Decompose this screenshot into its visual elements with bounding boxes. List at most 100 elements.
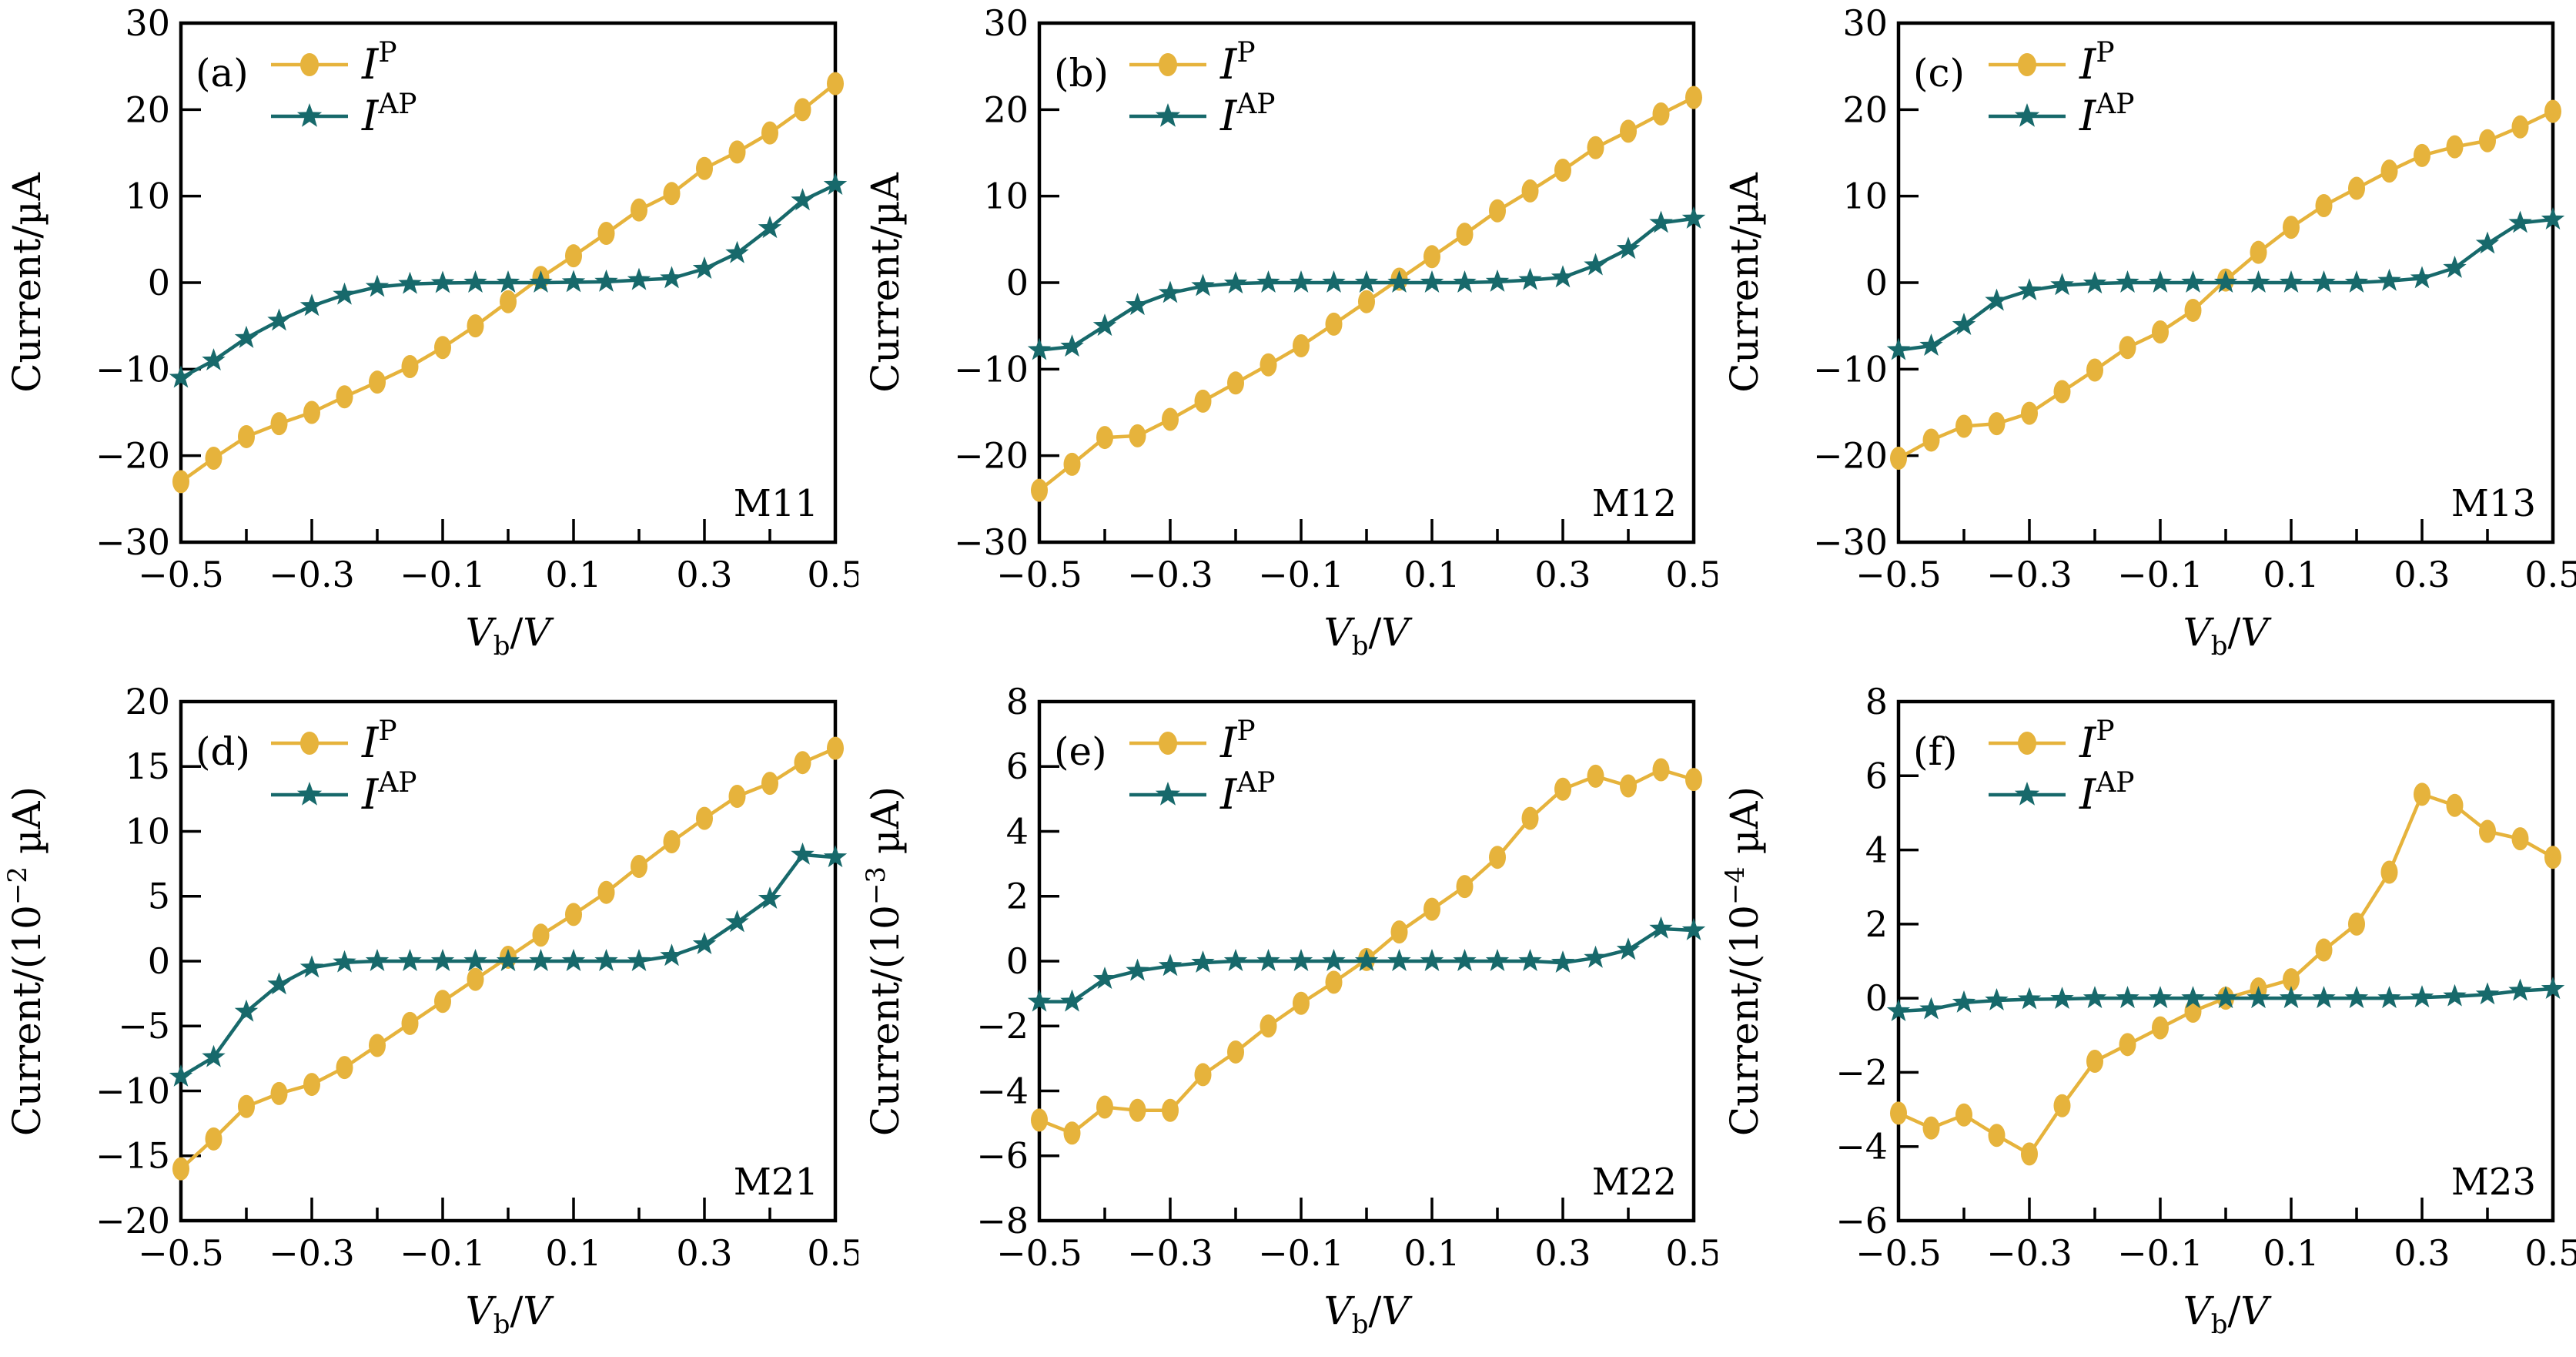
x-tick-label: 0.3 xyxy=(676,554,732,595)
chart-M11: −0.5 −0.3 −0.1 0.1 0.3 0.5 −30 −20 −10 0 10 20 30 Cur… xyxy=(5,2,858,662)
y-axis-label: Current/(10−3 µA) xyxy=(861,786,908,1136)
legend-star-marker-icon xyxy=(296,782,323,806)
y-tick-label: −20 xyxy=(95,435,170,477)
x-tick-label: −0.5 xyxy=(1855,1232,1942,1274)
y-tick-label: −10 xyxy=(95,348,170,390)
x-tick-label: 0.3 xyxy=(1535,554,1591,595)
y-tick-label: −20 xyxy=(95,1200,170,1241)
y-tick-label: 0 xyxy=(148,262,170,303)
y-tick-label: 8 xyxy=(1865,681,1887,722)
y-tick-label: −15 xyxy=(95,1135,170,1177)
y-tick-label: 30 xyxy=(984,2,1029,44)
panel-f-m23: −0.5 −0.3 −0.1 0.1 0.3 0.5 −6 −4 −2 0 2 4 6 8 Current/… xyxy=(1718,678,2576,1357)
panel-tag: (c) xyxy=(1913,51,1965,95)
y-tick-label: −10 xyxy=(954,348,1029,390)
y-tick-label: −2 xyxy=(977,1005,1029,1047)
y-tick-label: 0 xyxy=(1006,262,1029,303)
x-tick-label: −0.3 xyxy=(269,1232,355,1274)
y-axis-ticks: −30 −20 −10 0 10 20 30 xyxy=(954,2,1060,563)
series-ip-markers xyxy=(1889,99,2561,471)
device-label: M13 xyxy=(2451,482,2535,525)
x-tick-label: −0.5 xyxy=(996,554,1082,595)
legend-circle-marker-icon xyxy=(1159,53,1178,77)
legend-iap-label: IAP xyxy=(361,89,417,140)
device-label: M22 xyxy=(1592,1161,1677,1204)
x-tick-label: 0.1 xyxy=(545,554,601,595)
y-axis-label: Current/µA xyxy=(5,172,49,392)
series-iap-markers xyxy=(1028,916,1706,1012)
x-axis-label: Vb/V xyxy=(466,610,555,662)
legend-iap-label: IAP xyxy=(361,767,417,819)
device-label: M11 xyxy=(734,482,818,525)
x-axis-label: Vb/V xyxy=(2183,610,2272,662)
panel-a-m11: −0.5 −0.3 −0.1 0.1 0.3 0.5 −30 −20 −10 0 10 20 30 Cur… xyxy=(0,0,858,678)
y-tick-label: −10 xyxy=(95,1070,170,1111)
y-axis-label: Current/(10−2 µA) xyxy=(2,786,49,1136)
legend-circle-marker-icon xyxy=(299,732,319,756)
panel-d-m21: −0.5 −0.3 −0.1 0.1 0.3 0.5 −20 −15 −10 −5 0 5 10 15 20… xyxy=(0,678,858,1357)
chart-M13: −0.5 −0.3 −0.1 0.1 0.3 0.5 −30 −20 −10 0 10 20 30 Cur… xyxy=(1722,2,2576,662)
chart-M22: −0.5 −0.3 −0.1 0.1 0.3 0.5 −8 −6 −4 −2 0 2 4 6 8 Curren… xyxy=(861,681,1717,1340)
x-axis-ticks: −0.5 −0.3 −0.1 0.1 0.3 0.5 xyxy=(138,518,858,595)
y-tick-label: 5 xyxy=(148,876,170,917)
y-tick-label: −6 xyxy=(1835,1200,1888,1241)
y-tick-label: 15 xyxy=(125,746,170,787)
x-tick-label: −0.1 xyxy=(400,1232,486,1274)
legend-ip-label: IP xyxy=(361,37,397,89)
x-tick-label: 0.1 xyxy=(545,1232,601,1274)
legend-iap-label: IAP xyxy=(1219,767,1276,819)
y-tick-label: 0 xyxy=(148,940,170,982)
legend-star-marker-icon xyxy=(1156,103,1181,127)
y-tick-label: −30 xyxy=(1813,521,1888,563)
legend-ip-label: IP xyxy=(2079,37,2115,89)
x-tick-label: −0.5 xyxy=(138,1232,224,1274)
x-axis-label: Vb/V xyxy=(1324,1288,1413,1340)
x-axis-ticks: −0.5 −0.3 −0.1 0.1 0.3 0.5 xyxy=(996,518,1718,595)
x-axis-label: Vb/V xyxy=(1324,610,1413,662)
x-tick-label: 0.1 xyxy=(1404,1232,1460,1274)
y-tick-label: 10 xyxy=(125,811,170,853)
y-tick-label: 10 xyxy=(1842,176,1888,217)
legend-star-marker-icon xyxy=(1156,782,1181,806)
chart-M23: −0.5 −0.3 −0.1 0.1 0.3 0.5 −6 −4 −2 0 2 4 6 8 Current/… xyxy=(1720,681,2576,1340)
y-axis-label: Current/µA xyxy=(863,172,908,392)
legend-ip-label: IP xyxy=(1219,715,1256,767)
y-tick-label: 2 xyxy=(1006,876,1029,917)
x-tick-label: −0.1 xyxy=(1258,554,1344,595)
panel-tag: (f) xyxy=(1913,729,1958,774)
y-axis-label: Current/µA xyxy=(1722,172,1767,392)
y-tick-label: −10 xyxy=(1813,348,1888,390)
legend-iap-label: IAP xyxy=(1219,89,1276,140)
series-ip-line xyxy=(1897,792,2554,1156)
legend-iap-label: IAP xyxy=(2079,767,2135,819)
series-ip-markers xyxy=(1031,758,1703,1145)
x-tick-label: −0.1 xyxy=(400,554,486,595)
y-tick-label: −4 xyxy=(977,1070,1029,1111)
x-tick-label: 0.3 xyxy=(2394,1232,2450,1274)
panel-e-m22: −0.5 −0.3 −0.1 0.1 0.3 0.5 −8 −6 −4 −2 0 2 4 6 8 Curren… xyxy=(858,678,1717,1357)
legend-ip-label: IP xyxy=(361,715,397,767)
x-axis-ticks: −0.5 −0.3 −0.1 0.1 0.3 0.5 xyxy=(1855,518,2576,595)
x-tick-label: 0.1 xyxy=(2263,554,2319,595)
y-axis-label: Current/(10−4 µA) xyxy=(1720,786,1767,1136)
x-tick-label: 0.5 xyxy=(807,554,858,595)
y-tick-label: 4 xyxy=(1006,811,1029,853)
x-tick-label: 0.5 xyxy=(807,1232,858,1274)
x-tick-label: 0.3 xyxy=(1535,1232,1591,1274)
x-axis-ticks: −0.5 −0.3 −0.1 0.1 0.3 0.5 xyxy=(138,1197,858,1274)
y-tick-label: −6 xyxy=(977,1135,1029,1177)
y-tick-label: 20 xyxy=(984,89,1029,130)
legend-star-marker-icon xyxy=(2014,103,2039,127)
x-tick-label: −0.3 xyxy=(269,554,355,595)
x-tick-label: 0.1 xyxy=(2263,1232,2319,1274)
y-axis-ticks: −30 −20 −10 0 10 20 30 xyxy=(1813,2,1919,563)
panel-c-m13: −0.5 −0.3 −0.1 0.1 0.3 0.5 −30 −20 −10 0 10 20 30 Cur… xyxy=(1718,0,2576,678)
x-tick-label: −0.1 xyxy=(2117,1232,2203,1274)
y-tick-label: 20 xyxy=(1842,89,1888,130)
x-axis-label: Vb/V xyxy=(2183,1288,2272,1340)
